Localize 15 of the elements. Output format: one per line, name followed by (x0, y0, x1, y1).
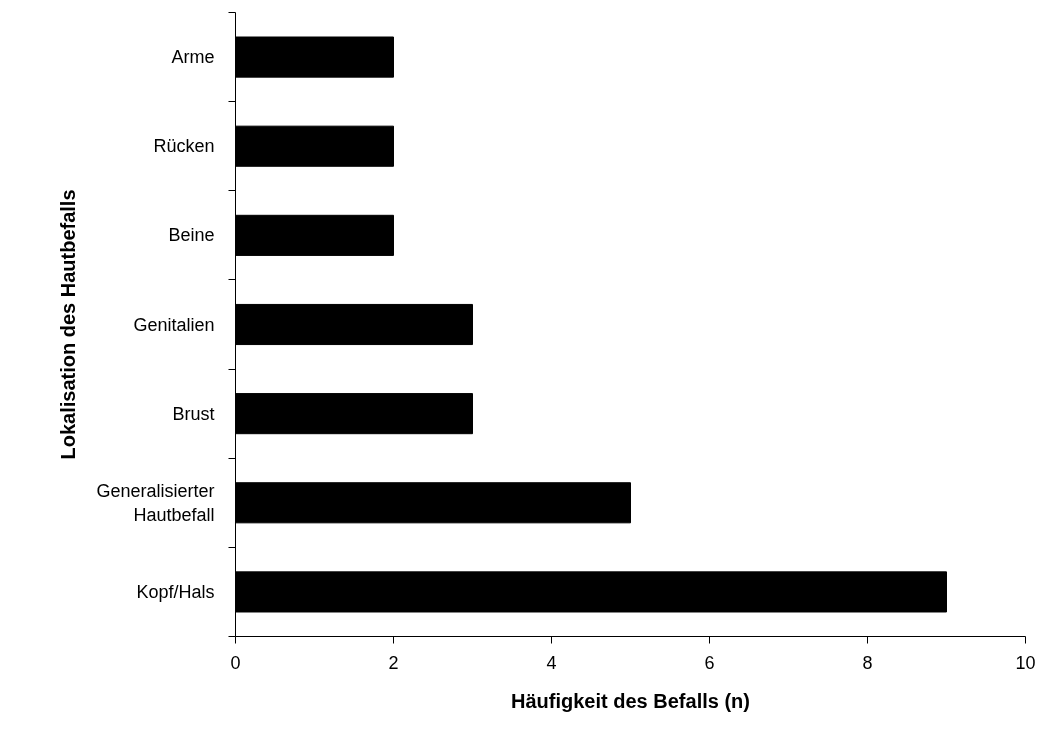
y-axis-title: Lokalisation des Hautbefalls (57, 189, 80, 460)
y-tick-label: Kopf/Hals (136, 581, 215, 602)
x-tick-label: 0 (230, 652, 241, 673)
y-tick-label: Brust (172, 403, 215, 424)
y-tick-label: Rücken (153, 136, 215, 157)
y-tick-label: Beine (168, 225, 215, 246)
x-tick-label: 10 (1015, 652, 1036, 673)
x-tick-label: 4 (546, 652, 557, 673)
x-axis-title: Häufigkeit des Befalls (n) (511, 689, 750, 712)
y-tick-label: Arme (171, 47, 215, 68)
x-tick-label: 8 (862, 652, 873, 673)
y-tick-label: Genitalien (133, 314, 215, 335)
y-tick-label: Generalisierter Hautbefall (96, 480, 215, 525)
x-tick-label: 6 (704, 652, 715, 673)
x-tick-label: 2 (388, 652, 399, 673)
